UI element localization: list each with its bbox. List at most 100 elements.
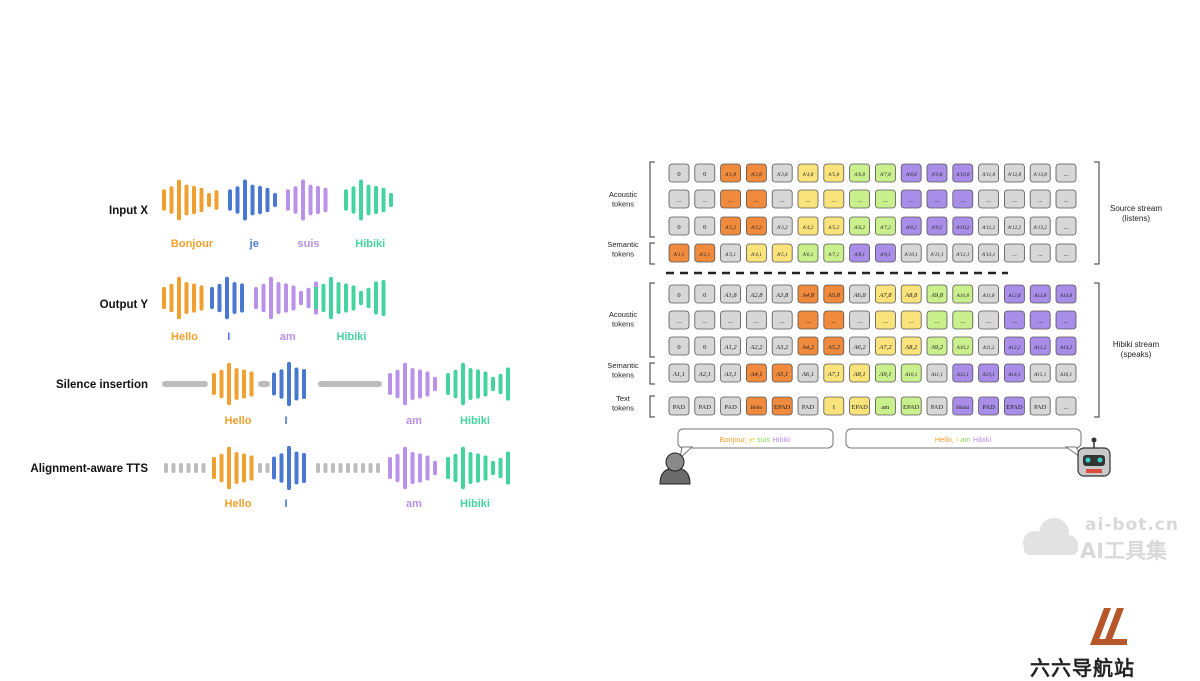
output-wave-0: [162, 276, 204, 320]
token-cell: [823, 310, 845, 330]
token-cell: [952, 163, 974, 183]
token-text: PAD: [699, 404, 712, 411]
token-cell: [1055, 189, 1077, 209]
token-text: ...: [1064, 171, 1069, 178]
token-cell: [926, 363, 948, 383]
token-cell: [952, 336, 974, 356]
token-cell: [720, 243, 741, 263]
token-text: A'12,1: [955, 252, 970, 258]
token-cell: [720, 396, 741, 416]
token-text: A11,8: [982, 293, 995, 299]
token-row-0: 0 0 A'1,8 A'2,8 A'3,8 A'4,8 A'5,8 A'6,8 A'7,8 A'8…: [668, 163, 1077, 183]
token-text: ...: [702, 318, 707, 325]
token-cell: [823, 363, 845, 383]
token-text: ...: [806, 318, 811, 325]
token-cell: [952, 189, 974, 209]
token-cell: [875, 310, 896, 330]
input-word-0: Bonjour: [171, 238, 214, 250]
token-cell: [720, 336, 741, 356]
token-cell: [875, 216, 896, 236]
token-row-4: 0 0 A1,8 A2,8 A3,8 A4,8 A5,8 A6,8 A7,8 A8,8 A9,8 A1…: [668, 284, 1077, 304]
token-text: A'5,8: [827, 172, 839, 178]
token-cell: [771, 189, 793, 209]
token-text: A'6,8: [853, 172, 865, 178]
token-text: ...: [883, 318, 888, 325]
token-cell: [1029, 363, 1051, 383]
token-cell: [720, 216, 741, 236]
token-cell: [875, 189, 896, 209]
row-label-input-x: Input X: [109, 205, 148, 217]
token-cell: [823, 189, 845, 209]
token-cell: [1029, 216, 1051, 236]
token-cell: [952, 284, 974, 304]
token-cell: [900, 243, 922, 263]
token-text: A6,2: [853, 344, 867, 351]
token-text: A'9,8: [931, 172, 943, 178]
token-text: A10,2: [956, 345, 970, 351]
output-wave-2: [254, 276, 318, 320]
token-cell: [797, 336, 819, 356]
token-cell: [978, 363, 999, 383]
token-text: A'9,2: [931, 225, 943, 231]
token-cell: [746, 216, 767, 236]
token-text: A'4,8: [802, 171, 814, 178]
token-text: A14,8: [1059, 292, 1073, 299]
token-text: A9,1: [878, 371, 891, 378]
token-text: ...: [728, 318, 733, 325]
token-cell: [926, 396, 948, 416]
token-text: A'11,2: [981, 225, 995, 231]
token-text: ...: [883, 197, 888, 204]
token-cell: [1004, 163, 1025, 183]
token-text: A16,1: [1059, 372, 1073, 378]
tts-word-3: Hibiki: [460, 498, 490, 510]
tts-word-0: Hello: [225, 498, 252, 510]
output-wave-1: [210, 276, 244, 320]
token-cell: [875, 284, 896, 304]
token-cell: [1055, 396, 1077, 416]
token-cell: [746, 189, 767, 209]
token-text: A10,8: [956, 293, 970, 299]
token-cell: [849, 216, 870, 236]
token-cell: [978, 216, 999, 236]
token-cell: [875, 396, 896, 416]
output-word-2: am: [280, 331, 296, 343]
token-text: A'5,2: [827, 225, 839, 231]
tts-dots-1: [164, 463, 206, 473]
token-cell: [849, 243, 870, 263]
token-text: ...: [857, 318, 862, 325]
token-cell: [797, 163, 819, 183]
row-label-tts: Alignment-aware TTS: [30, 463, 148, 475]
token-cell: [823, 163, 845, 183]
token-text: ...: [780, 318, 785, 325]
token-cell: [926, 216, 948, 236]
token-text: A11,1: [930, 372, 943, 378]
speech-bubble-right: [845, 428, 1082, 449]
token-cell: [771, 284, 793, 304]
token-text: ...: [1064, 197, 1069, 204]
token-text: A'10,2: [955, 225, 970, 231]
token-text: A'2,2: [750, 225, 762, 231]
token-cell: [668, 363, 690, 383]
input-wave-1: [228, 179, 277, 221]
token-cell: [771, 163, 793, 183]
token-text: A'6,1: [802, 252, 814, 258]
token-text: A13,8: [1033, 293, 1047, 299]
token-cell: [771, 216, 793, 236]
token-cell: [720, 163, 741, 183]
silence-bar-2: [258, 381, 270, 387]
token-text: ...: [1064, 224, 1069, 231]
token-cell: [771, 363, 793, 383]
token-text: ...: [728, 197, 733, 204]
token-cell: [926, 243, 948, 263]
token-cell: [1004, 363, 1025, 383]
token-text: 0: [703, 292, 706, 299]
token-text: A'7,8: [879, 172, 891, 178]
token-cell: [694, 310, 716, 330]
token-cell: [694, 336, 716, 356]
token-text: A'4,1: [750, 251, 762, 258]
token-cell: [1029, 163, 1051, 183]
token-text: A4,1: [749, 371, 762, 378]
token-cell: [823, 336, 845, 356]
token-text: A2,8: [749, 292, 763, 299]
token-cell: [720, 363, 741, 383]
